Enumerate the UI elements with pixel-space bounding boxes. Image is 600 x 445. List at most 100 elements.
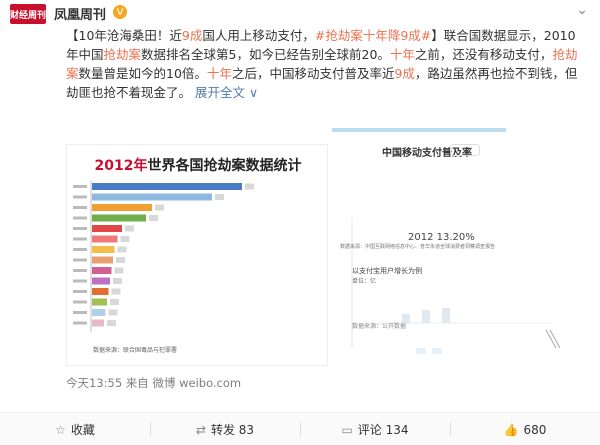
right-chart-label: 以支付宝用户增长为例 [352,267,422,275]
slash-mark [545,329,557,349]
category-label-placeholder [73,279,87,283]
post-highlight: 十年 [206,66,232,81]
post-highlight: 抢劫案 [66,47,578,81]
category-label-placeholder [73,321,87,325]
category-label-placeholder [73,248,87,251]
star-icon: ☆ [55,422,66,437]
chart-source: 数据来源：联合国毒品与犯罪署 [93,347,178,354]
category-label-placeholder [73,290,87,293]
small-bars [402,308,450,323]
flag-icon [149,215,158,221]
expand-chevron-icon: ∨ [249,85,259,100]
post-header: 财经周刊 凤凰周刊 V ⌄ [0,0,600,28]
more-options-chevron-icon[interactable]: ⌄ [576,2,588,18]
expand-full-text-link[interactable]: 展开全文 ∨ [195,85,258,100]
right-image-chart[interactable]: 中国移动支付普及率 2012 13.20% 数据来源：中国互联网络信息中心、普华… [332,118,588,368]
bar [92,246,115,253]
repost-icon: ⇄ [195,422,206,437]
flag-icon [125,225,134,232]
icon-box [432,348,442,354]
category-label-placeholder [73,311,87,314]
category-label-placeholder [73,237,87,241]
category-label-placeholder [73,300,87,304]
category-label-placeholder [73,185,87,188]
small-bar [402,314,410,323]
bar-chart-svg [73,181,254,332]
slash-mark [549,329,561,349]
post-text-part: 国人用上移动支付， [202,28,315,43]
small-bar [442,308,450,323]
bar [92,298,107,306]
bar [92,204,152,211]
comment-button[interactable]: ▭ 评论 134 [300,413,450,445]
post-text-part: 之后，中国移动支付普及率近 [231,66,395,81]
post-text-part: 【10年沧海桑田！近 [66,28,182,43]
divider [450,422,451,436]
post-highlight: 9成 [394,66,415,81]
bar [92,256,113,264]
flag-icon [113,278,122,284]
chart-title-rest: 世界各国抢劫案数据统计 [147,158,302,174]
bar [92,309,106,316]
avatar[interactable]: 财经周刊 [10,4,46,24]
collect-button[interactable]: ☆ 收藏 [0,413,150,445]
flag-icon [116,257,125,263]
thumbs-up-icon: 👍 [503,422,519,437]
post-highlight: 十年 [389,47,415,62]
action-bar: ☆ 收藏 ⇄ 转发 83 ▭ 评论 134 👍 680 [0,412,600,445]
right-chart-decoration [332,118,561,354]
post-text-part: ，路边虽然再也捡不到钱，但劫匪也抢不着现金了。 [66,66,578,100]
like-count: 680 [523,422,547,437]
bar [92,214,146,222]
post-highlight: 抢劫案 [103,47,142,62]
flag-icon [107,320,116,326]
right-chart-source: 数据来源：公开数据 [352,323,407,330]
post-text-part: 数量曾是如今的10倍。 [78,66,207,81]
left-image-chart[interactable]: 2012年世界各国抢劫案数据统计 数据来源：联合国毒品与犯罪署 [66,144,328,366]
bar [92,183,242,190]
post-media: 2012年世界各国抢劫案数据统计 数据来源：联合国毒品与犯罪署 中国移动支付普及… [66,118,588,368]
small-bar [422,310,430,323]
flag-icon [120,236,130,242]
category-label-placeholder [73,216,87,220]
watermark-icon [450,144,480,156]
flag-icon [110,299,119,305]
right-chart-unit: 单位：亿 [352,278,377,285]
comment-icon: ▭ [341,422,353,437]
verified-badge-icon: V [113,5,127,19]
flag-icon [117,246,127,253]
post-meta: 今天13:55 来自 微博 weibo.com [66,376,242,390]
post-text-part: 数据排名全球第5，如今已经告别全球前20。 [141,47,390,62]
account-name[interactable]: 凤凰周刊 [54,8,107,23]
category-label-placeholder [73,258,87,262]
collect-label: 收藏 [70,423,95,437]
category-label-placeholder [73,206,87,209]
right-chart-stat: 2012 13.20% [408,232,475,243]
avatar-text: 财经周刊 [10,10,47,21]
right-chart-subtitle: 数据来源：中国互联网络信息中心、普华永道全球消费者洞察调查报告 [340,244,496,250]
bar [92,319,104,327]
post-highlight: 9成 [181,28,203,43]
chart-title: 2012年世界各国抢劫案数据统计 [67,155,329,175]
divider [300,422,301,436]
post-text-part: 】联合国数据显示，2010年中国 [66,28,576,62]
chart-title-year: 2012年 [94,158,148,174]
flag-icon [245,183,254,190]
post-text: 【10年沧海桑田！近9成国人用上移动支付，#抢劫案十年降9成#】联合国数据显示，… [66,26,588,102]
bar [92,225,122,232]
icon-box [416,348,426,354]
category-label-placeholder [73,227,87,230]
flag-icon [111,288,121,295]
bar [92,277,110,285]
right-chart-title: 中国移动支付普及率 [382,148,472,159]
divider [150,422,151,436]
comment-label: 评论 134 [357,423,409,437]
category-label-placeholder [73,195,87,199]
bar [92,193,212,201]
like-button[interactable]: 👍 680 [450,413,600,445]
repost-button[interactable]: ⇄ 转发 83 [150,413,300,445]
flag-icon [155,204,164,211]
hashtag-link[interactable]: #抢劫案十年降9成# [314,28,432,43]
bar [92,235,118,243]
flag-icon [108,309,118,316]
